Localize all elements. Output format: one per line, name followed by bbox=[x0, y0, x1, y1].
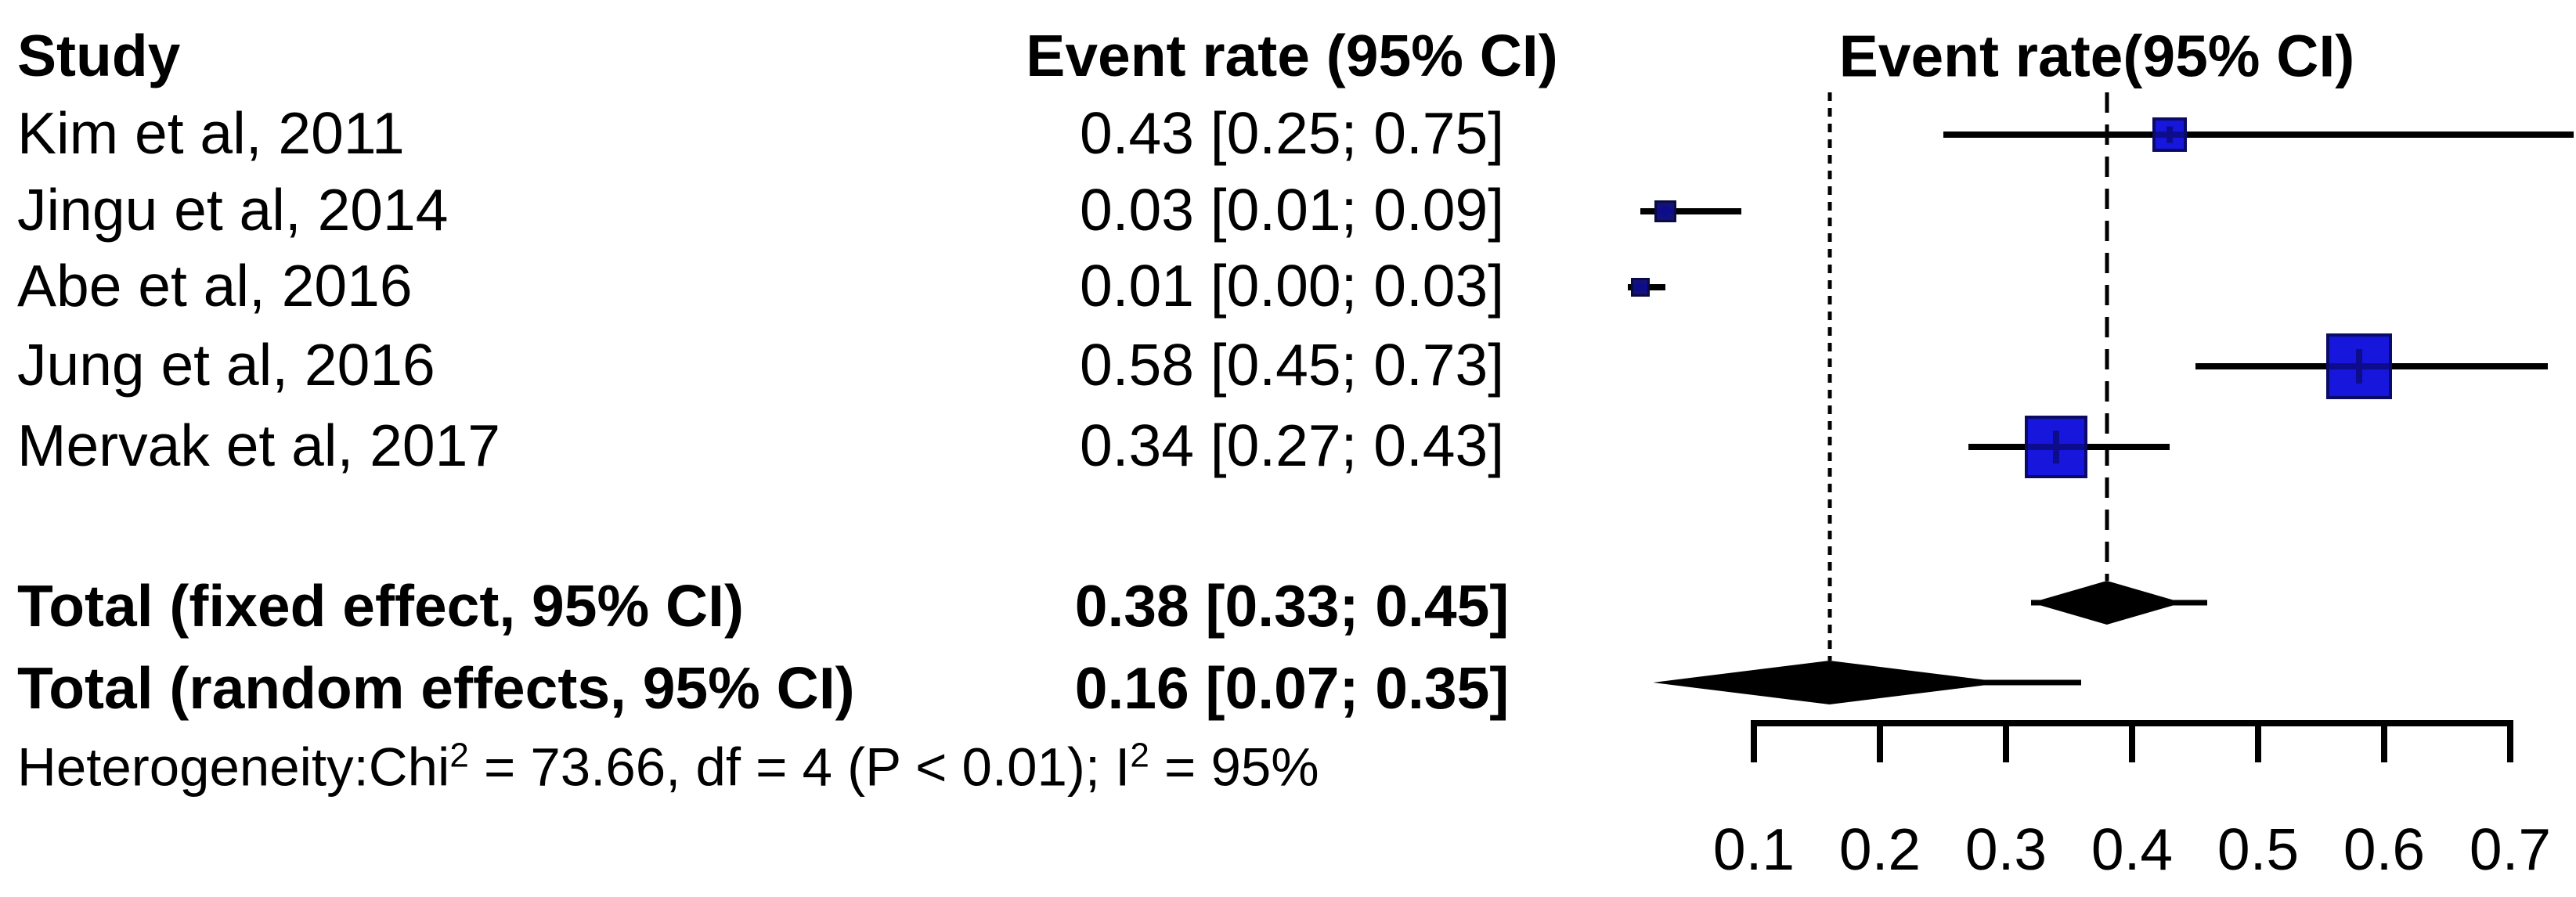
event-rate-column-header: Event rate (95% CI) bbox=[1026, 23, 1558, 89]
x-axis-tick bbox=[2255, 720, 2261, 762]
x-axis-tick-label: 0.7 bbox=[2469, 816, 2552, 882]
x-axis-tick bbox=[2381, 720, 2387, 762]
study-square-marker bbox=[2152, 117, 2188, 152]
heterogeneity-superscript: 2 bbox=[1130, 736, 1149, 775]
heterogeneity-text-part: = 73.66, df = 4 (P < 0.01); I bbox=[468, 737, 1131, 798]
x-axis-tick-label: 0.2 bbox=[1838, 816, 1921, 882]
study-square-marker bbox=[2025, 416, 2088, 478]
x-axis-tick bbox=[2507, 720, 2513, 762]
ci-line bbox=[1640, 208, 1741, 214]
study-square-marker bbox=[2325, 333, 2392, 399]
plot-column-header: Event rate(95% CI) bbox=[1838, 23, 2355, 89]
reference-line-fixed bbox=[2105, 92, 2109, 581]
study-label-row: Jingu et al, 2014 bbox=[17, 177, 449, 243]
heterogeneity-text-part: = 95% bbox=[1149, 737, 1319, 798]
study-column-header: Study bbox=[17, 23, 181, 89]
event-rate-value: 0.58 [0.45; 0.73] bbox=[1079, 332, 1505, 398]
heterogeneity-text-part: Heterogeneity:Chi bbox=[17, 737, 450, 798]
total-fixed-label: Total (fixed effect, 95% CI) bbox=[17, 573, 744, 639]
fixed-effect-diamond bbox=[2031, 581, 2183, 625]
study-label-row: Jung et al, 2016 bbox=[17, 332, 435, 398]
heterogeneity-note: Heterogeneity:Chi2 = 73.66, df = 4 (P < … bbox=[17, 737, 1319, 795]
x-axis-tick-label: 0.3 bbox=[1964, 816, 2047, 882]
total-random-label: Total (random effects, 95% CI) bbox=[17, 655, 855, 722]
study-label-row: Abe et al, 2016 bbox=[17, 253, 413, 319]
x-axis-tick-label: 0.6 bbox=[2343, 816, 2426, 882]
x-axis-tick-label: 0.5 bbox=[2217, 816, 2300, 882]
event-rate-value: 0.43 [0.25; 0.75] bbox=[1079, 100, 1505, 167]
x-axis-tick bbox=[2129, 720, 2135, 762]
x-axis-tick bbox=[2003, 720, 2009, 762]
x-axis-tick bbox=[1751, 720, 1757, 762]
event-rate-value: 0.03 [0.01; 0.09] bbox=[1079, 177, 1505, 243]
event-rate-value: 0.34 [0.27; 0.43] bbox=[1079, 412, 1505, 479]
x-axis-tick-label: 0.4 bbox=[2091, 816, 2174, 882]
study-square-marker bbox=[1631, 278, 1651, 297]
event-rate-value: 0.01 [0.00; 0.03] bbox=[1079, 253, 1505, 319]
study-label-row: Mervak et al, 2017 bbox=[17, 412, 500, 479]
heterogeneity-superscript: 2 bbox=[449, 736, 469, 775]
total-random-value: 0.16 [0.07; 0.35] bbox=[1074, 655, 1510, 722]
random-effects-diamond bbox=[1653, 661, 2006, 704]
x-axis-tick bbox=[1877, 720, 1883, 762]
x-axis-tick-label: 0.1 bbox=[1712, 816, 1795, 882]
ci-line bbox=[1943, 131, 2574, 138]
total-fixed-value: 0.38 [0.33; 0.45] bbox=[1074, 573, 1510, 639]
study-label-row: Kim et al, 2011 bbox=[17, 100, 405, 167]
study-square-marker bbox=[1654, 200, 1677, 222]
reference-line-random bbox=[1827, 92, 1832, 661]
